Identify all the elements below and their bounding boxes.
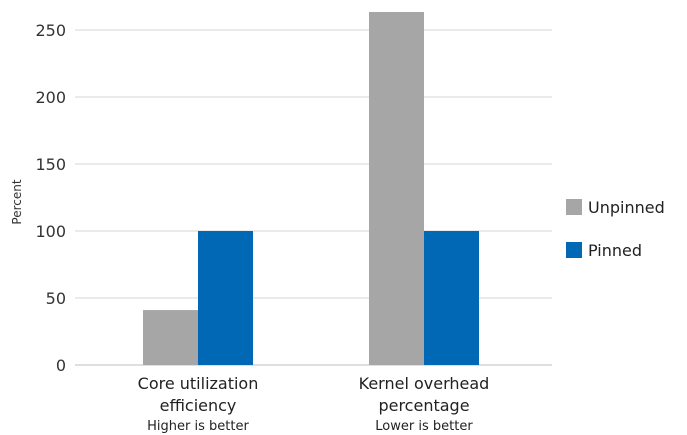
legend-swatch-pinned: [566, 242, 582, 258]
y-axis-title: Percent: [10, 179, 24, 224]
bar-unpinned: [143, 310, 198, 365]
category-label-line1: Kernel overhead: [359, 374, 490, 393]
category-note: Higher is better: [147, 419, 249, 434]
category-note: Lower is better: [375, 419, 473, 434]
y-tick-label: 150: [35, 155, 66, 174]
category-label-line2: percentage: [378, 396, 469, 415]
y-tick-label: 0: [56, 356, 66, 375]
x-axis-categories: Core utilization efficiency Higher is bett…: [138, 374, 490, 434]
category-label-line1: Core utilization: [138, 374, 259, 393]
bar-pinned: [198, 231, 253, 365]
legend-swatch-unpinned: [566, 199, 582, 215]
bars: [143, 12, 479, 365]
legend-label-unpinned: Unpinned: [588, 198, 665, 217]
y-tick-label: 50: [46, 289, 66, 308]
category-label-line2: efficiency: [160, 396, 237, 415]
y-tick-label: 200: [35, 88, 66, 107]
legend-label-pinned: Pinned: [588, 241, 642, 260]
legend: Unpinned Pinned: [566, 198, 665, 260]
y-tick-label: 100: [35, 222, 66, 241]
bar-pinned: [424, 231, 479, 365]
y-axis-ticks: 0 50 100 150 200 250: [35, 21, 66, 375]
y-tick-label: 250: [35, 21, 66, 40]
bar-unpinned: [369, 12, 424, 365]
